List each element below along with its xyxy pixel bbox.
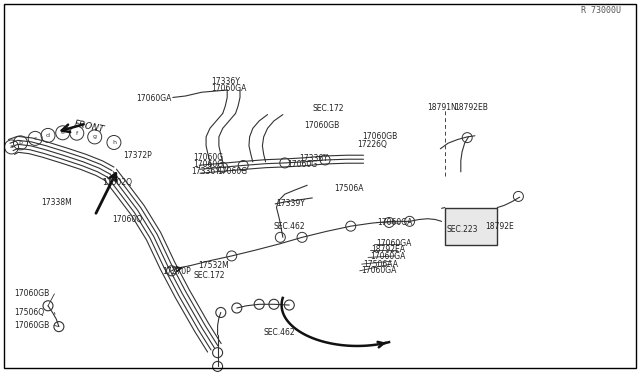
Text: 18792EA: 18792EA xyxy=(371,246,405,254)
Text: 17060GB: 17060GB xyxy=(14,321,49,330)
Text: 17060GA: 17060GA xyxy=(136,94,172,103)
Text: 17506AA: 17506AA xyxy=(364,260,399,269)
Text: 17270P: 17270P xyxy=(162,267,191,276)
Text: 18792EB: 18792EB xyxy=(454,103,488,112)
Text: 17506A: 17506A xyxy=(334,185,364,193)
Text: 17506Q: 17506Q xyxy=(14,308,44,317)
Text: 17060GA: 17060GA xyxy=(378,218,413,227)
Text: a: a xyxy=(10,144,13,150)
Text: 17532M: 17532M xyxy=(198,262,229,270)
Text: FRONT: FRONT xyxy=(74,119,106,134)
Text: 17060G: 17060G xyxy=(193,160,223,169)
Text: 17336Y: 17336Y xyxy=(211,77,240,86)
Text: 17060GA: 17060GA xyxy=(362,266,397,275)
Bar xyxy=(445,208,497,245)
Text: g: g xyxy=(93,134,97,140)
Text: 17060G: 17060G xyxy=(193,153,223,162)
Text: d: d xyxy=(46,133,50,138)
Text: SEC.223: SEC.223 xyxy=(447,225,478,234)
Text: 17060G: 17060G xyxy=(287,160,317,169)
Text: 17339Y: 17339Y xyxy=(276,199,305,208)
Text: 18791N: 18791N xyxy=(428,103,457,112)
Text: f: f xyxy=(76,131,78,136)
Text: 18792E: 18792E xyxy=(485,222,514,231)
Text: c: c xyxy=(33,136,37,141)
Text: SEC.172: SEC.172 xyxy=(312,104,344,113)
Text: 17060GA: 17060GA xyxy=(211,84,246,93)
Text: R 73000U: R 73000U xyxy=(581,6,621,15)
Text: 17336Y: 17336Y xyxy=(300,154,328,163)
Text: 17060GB: 17060GB xyxy=(14,289,49,298)
Text: 17060GB: 17060GB xyxy=(305,121,340,130)
Text: 17226Q: 17226Q xyxy=(357,140,387,149)
Text: SEC.172: SEC.172 xyxy=(193,271,225,280)
Text: e: e xyxy=(61,130,65,135)
Text: 17060GA: 17060GA xyxy=(370,252,405,261)
Text: b: b xyxy=(19,140,22,145)
Text: 17060G: 17060G xyxy=(218,167,248,176)
Text: SEC.462: SEC.462 xyxy=(274,222,305,231)
Text: SEC.462: SEC.462 xyxy=(264,328,295,337)
Text: 17060GA: 17060GA xyxy=(376,239,412,248)
Text: 17502Q: 17502Q xyxy=(102,178,132,187)
Text: 17060Q: 17060Q xyxy=(112,215,142,224)
Text: 17336Y: 17336Y xyxy=(191,167,220,176)
Text: 17338M: 17338M xyxy=(42,198,72,207)
Text: h: h xyxy=(112,140,116,145)
Text: 17372P: 17372P xyxy=(123,151,152,160)
Text: 17060GB: 17060GB xyxy=(362,132,397,141)
